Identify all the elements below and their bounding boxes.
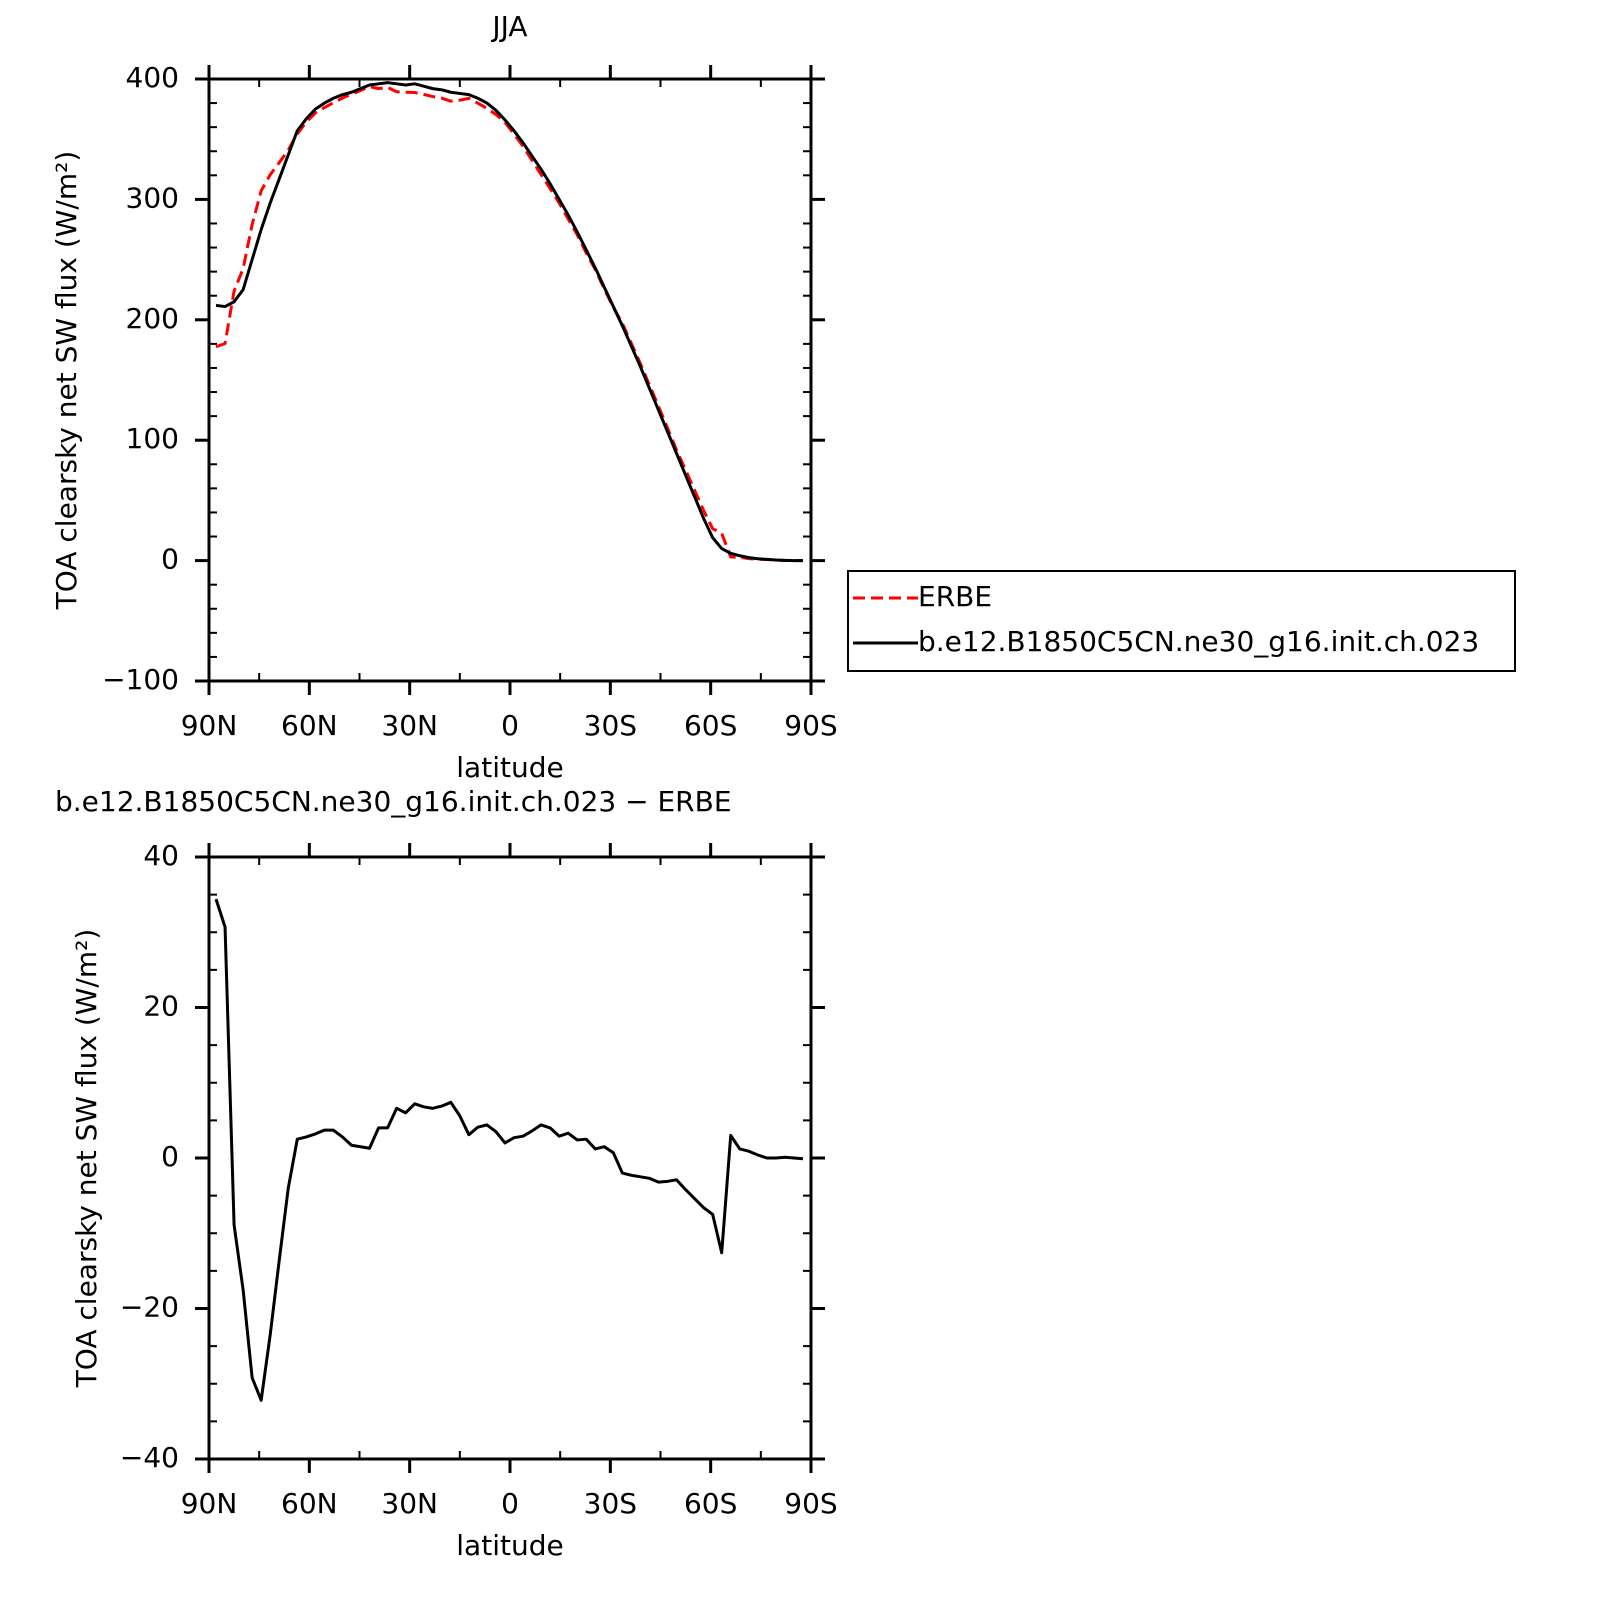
y-tick-label: 100 xyxy=(126,422,179,455)
y-tick-label: 400 xyxy=(126,61,179,94)
legend-label: b.e12.B1850C5CN.ne30_g16.init.ch.023 xyxy=(918,625,1479,658)
x-tick-label: 60S xyxy=(684,709,737,742)
y-tick-label: 300 xyxy=(126,181,179,214)
legend-box xyxy=(847,570,1516,672)
x-axis-label: latitude xyxy=(456,1529,563,1562)
x-tick-label: 90S xyxy=(784,709,837,742)
plot-frame xyxy=(207,77,813,683)
y-axis-label: TOA clearsky net SW flux (W/m²) xyxy=(50,151,83,611)
x-tick-label: 90N xyxy=(181,1487,238,1520)
x-tick-label: 30N xyxy=(381,1487,438,1520)
x-tick-label: 60N xyxy=(281,1487,338,1520)
legend-label: ERBE xyxy=(918,580,992,613)
x-tick-label: 60N xyxy=(281,709,338,742)
x-axis-label: latitude xyxy=(456,751,563,784)
y-tick-label: −100 xyxy=(102,663,179,696)
data-line xyxy=(214,898,804,1402)
x-tick-label: 0 xyxy=(501,709,519,742)
x-tick-label: 90N xyxy=(181,709,238,742)
data-line xyxy=(215,81,803,563)
x-tick-label: 30S xyxy=(584,709,637,742)
y-tick-label: −20 xyxy=(120,1291,179,1324)
x-tick-label: 0 xyxy=(501,1487,519,1520)
chart-title: JJA xyxy=(490,10,527,43)
x-tick-label: 30S xyxy=(584,1487,637,1520)
chart-title: b.e12.B1850C5CN.ne30_g16.init.ch.023 − E… xyxy=(55,785,732,818)
y-tick-label: 0 xyxy=(161,543,179,576)
y-tick-label: 40 xyxy=(143,839,179,872)
plot-frame xyxy=(207,855,813,1461)
y-tick-label: −40 xyxy=(120,1441,179,1474)
y-tick-label: 0 xyxy=(161,1140,179,1173)
data-line xyxy=(215,85,803,563)
x-tick-label: 30N xyxy=(381,709,438,742)
x-tick-label: 60S xyxy=(684,1487,737,1520)
y-tick-label: 200 xyxy=(126,302,179,335)
x-tick-label: 90S xyxy=(784,1487,837,1520)
y-tick-label: 20 xyxy=(143,990,179,1023)
y-axis-label: TOA clearsky net SW flux (W/m²) xyxy=(70,929,103,1389)
